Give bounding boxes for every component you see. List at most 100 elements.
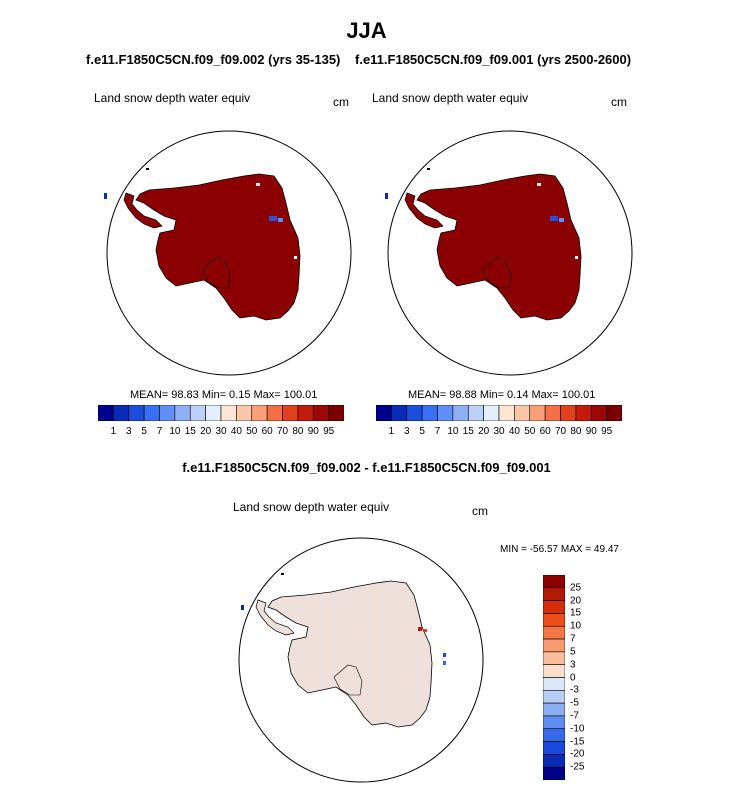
colorbar-swatch	[543, 677, 565, 691]
colorbar-swatch	[543, 625, 565, 640]
colorbar-swatch	[236, 405, 253, 421]
left-panel-title: f.e11.F1850C5CN.f09_f09.002 (yrs 35-135)	[86, 52, 341, 67]
colorbar-swatch	[543, 587, 565, 601]
colorbar-tick-label: 60	[539, 426, 551, 437]
colorbar-tick-label: 1	[110, 426, 117, 437]
colorbar-swatch	[590, 405, 607, 421]
colorbar-tick-label: 3	[570, 659, 576, 671]
colorbar-swatch	[543, 741, 565, 755]
antarctica-landmass	[404, 173, 582, 321]
colorbar-swatch	[328, 405, 344, 421]
colorbar-swatch	[543, 575, 565, 589]
colorbar-swatch	[560, 405, 577, 421]
colorbar-tick-label: 95	[601, 426, 613, 437]
colorbar-swatch	[544, 405, 561, 421]
difference-polar-map	[238, 537, 484, 783]
colorbar-tick-label: -5	[570, 697, 579, 709]
colorbar-swatch	[159, 405, 176, 421]
colorbar-swatch	[575, 405, 592, 421]
colorbar-tick-label: 10	[169, 426, 181, 437]
colorbar-swatch	[205, 405, 222, 421]
colorbar-swatch	[543, 766, 565, 780]
colorbar-tick-label: 20	[570, 595, 582, 607]
colorbar-swatch	[406, 405, 423, 421]
colorbar-tick-label: 50	[524, 426, 536, 437]
colorbar-swatch	[421, 405, 438, 421]
difference-minmax: MIN = -56.57 MAX = 49.47	[500, 544, 619, 555]
antarctica-landmass	[123, 173, 301, 321]
colorbar-tick-label: 80	[292, 426, 304, 437]
colorbar-tick-label: 10	[447, 426, 459, 437]
colorbar-tick-label: 40	[508, 426, 520, 437]
difference-variable-label: Land snow depth water equiv	[233, 500, 390, 514]
colorbar-swatch	[543, 651, 565, 665]
colorbar-tick-label: 7	[434, 426, 441, 437]
colorbar-tick-label: 25	[570, 582, 582, 594]
colorbar-swatch	[543, 613, 565, 627]
colorbar-swatch	[376, 405, 392, 421]
colorbar-swatch	[467, 405, 484, 421]
colorbar-swatch	[452, 405, 469, 421]
colorbar-swatch	[483, 405, 500, 421]
colorbar-swatch	[220, 405, 237, 421]
colorbar-tick-label: 20	[200, 426, 212, 437]
colorbar-tick-label: 3	[403, 426, 410, 437]
right-panel-title: f.e11.F1850C5CN.f09_f09.001 (yrs 2500-26…	[355, 52, 632, 67]
right-stats: MEAN= 98.88 Min= 0.14 Max= 100.01	[408, 389, 596, 401]
colorbar-swatch	[282, 405, 299, 421]
colorbar-tick-label: 7	[156, 426, 163, 437]
colorbar-tick-label: 0	[570, 672, 576, 683]
colorbar-tick-label: -20	[570, 748, 585, 760]
right-units-label: cm	[611, 95, 627, 109]
colorbar-tick-label: -3	[570, 684, 579, 696]
colorbar-swatch	[543, 754, 565, 768]
colorbar-tick-label: 7	[570, 633, 576, 645]
colorbar-swatch	[189, 405, 206, 421]
colorbar-swatch	[113, 405, 130, 421]
colorbar-swatch	[514, 405, 531, 421]
colorbar-tick-label: 1	[388, 426, 395, 437]
colorbar-tick-label: 50	[246, 426, 258, 437]
colorbar-swatch	[174, 405, 191, 421]
colorbar-swatch	[543, 702, 565, 717]
colorbar-swatch	[543, 664, 565, 678]
page-title: JJA	[346, 18, 387, 43]
difference-units-label: cm	[472, 504, 488, 518]
antarctica-landmass	[255, 580, 433, 728]
colorbar-swatch	[543, 600, 565, 614]
difference-title: f.e11.F1850C5CN.f09_f09.002 - f.e11.F185…	[182, 460, 551, 475]
right-variable-label: Land snow depth water equiv	[372, 91, 529, 105]
colorbar-swatch	[312, 405, 329, 421]
colorbar-tick-label: 70	[276, 426, 289, 437]
colorbar-tick-label: 3	[125, 426, 132, 437]
colorbar-tick-label: 5	[141, 426, 147, 437]
colorbar-tick-label: 95	[323, 426, 335, 437]
colorbar-swatch	[543, 728, 565, 742]
colorbar-tick-label: 90	[585, 426, 597, 437]
colorbar-swatch	[543, 638, 565, 653]
colorbar-tick-label: 15	[570, 607, 582, 619]
colorbar-swatch	[391, 405, 408, 421]
colorbar-tick-label: 5	[419, 426, 425, 437]
left-units-label: cm	[333, 95, 349, 109]
colorbar-tick-label: 90	[307, 426, 319, 437]
colorbar-swatch	[297, 405, 314, 421]
colorbar-swatch	[543, 715, 565, 730]
colorbar-tick-label: 15	[184, 426, 196, 437]
colorbar-swatch	[143, 405, 160, 421]
colorbar-tick-label: -10	[570, 723, 585, 735]
difference-colorbar	[543, 575, 565, 780]
colorbar-tick-label: 5	[570, 646, 576, 658]
colorbar-swatch	[606, 405, 622, 421]
right-colorbar	[376, 405, 622, 421]
colorbar-swatch	[543, 690, 565, 704]
left-variable-label: Land snow depth water equiv	[94, 91, 251, 105]
colorbar-swatch	[498, 405, 515, 421]
left-stats: MEAN= 98.83 Min= 0.15 Max= 100.01	[130, 389, 318, 401]
colorbar-tick-label: -25	[570, 761, 585, 773]
colorbar-tick-label: -7	[570, 710, 579, 722]
colorbar-tick-label: 30	[215, 426, 227, 437]
colorbar-tick-label: 15	[462, 426, 474, 437]
left-colorbar	[98, 405, 344, 421]
colorbar-swatch	[251, 405, 268, 421]
